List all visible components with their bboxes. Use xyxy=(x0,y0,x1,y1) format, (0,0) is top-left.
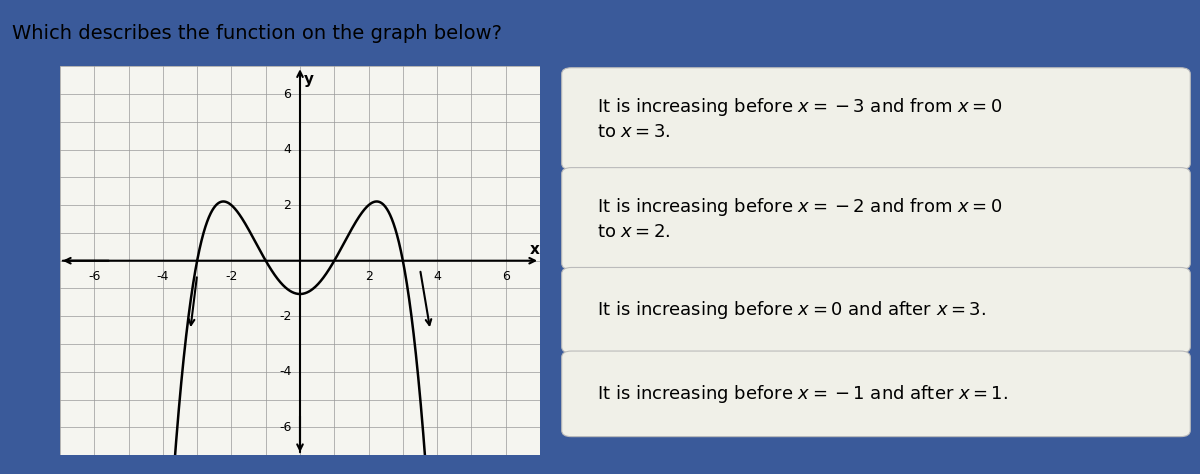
FancyBboxPatch shape xyxy=(562,267,1190,353)
Text: -6: -6 xyxy=(88,270,101,283)
Text: -4: -4 xyxy=(280,365,292,378)
FancyBboxPatch shape xyxy=(562,351,1190,437)
Text: y: y xyxy=(304,72,313,87)
FancyBboxPatch shape xyxy=(562,68,1190,170)
Text: It is increasing before $x = 0$ and after $x = 3$.: It is increasing before $x = 0$ and afte… xyxy=(598,299,986,321)
Text: 6: 6 xyxy=(502,270,510,283)
Text: -2: -2 xyxy=(226,270,238,283)
Text: It is increasing before $x = -1$ and after $x = 1$.: It is increasing before $x = -1$ and aft… xyxy=(598,383,1008,405)
Text: It is increasing before $x = -3$ and from $x = 0$
to $x = 3$.: It is increasing before $x = -3$ and fro… xyxy=(598,96,1003,142)
Text: x: x xyxy=(529,242,540,257)
Text: 4: 4 xyxy=(283,143,292,156)
Text: Which describes the function on the graph below?: Which describes the function on the grap… xyxy=(12,24,502,44)
Text: 2: 2 xyxy=(365,270,372,283)
FancyBboxPatch shape xyxy=(562,168,1190,270)
Text: 6: 6 xyxy=(283,88,292,100)
Text: -2: -2 xyxy=(280,310,292,323)
Text: -6: -6 xyxy=(280,421,292,434)
Text: -4: -4 xyxy=(157,270,169,283)
Text: It is increasing before $x = -2$ and from $x = 0$
to $x = 2$.: It is increasing before $x = -2$ and fro… xyxy=(598,196,1003,241)
Text: 4: 4 xyxy=(433,270,442,283)
Text: 2: 2 xyxy=(283,199,292,212)
